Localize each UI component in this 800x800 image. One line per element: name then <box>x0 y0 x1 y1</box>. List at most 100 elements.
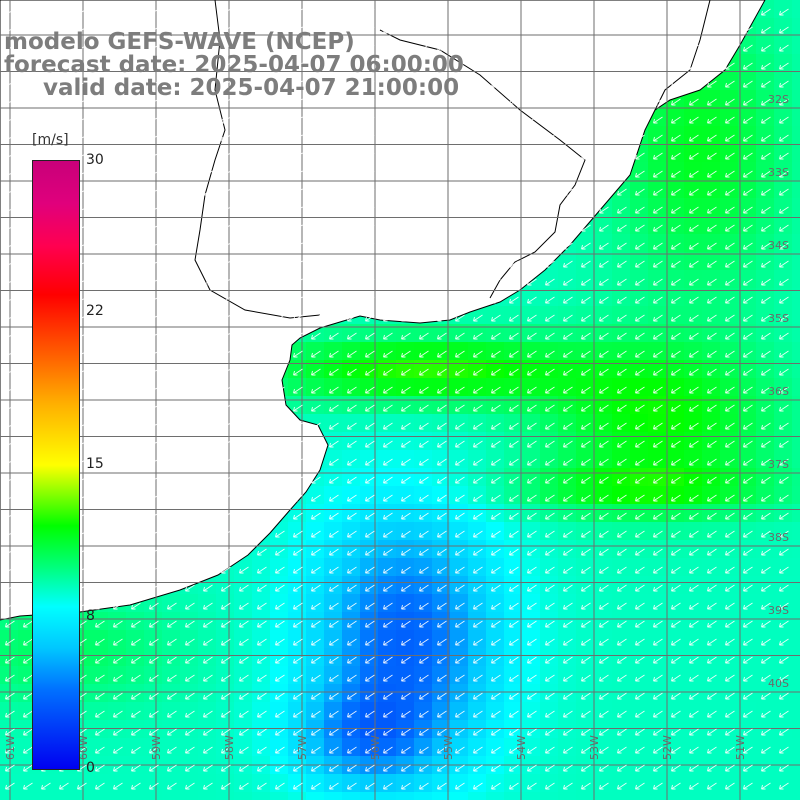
wind-cell <box>360 360 379 379</box>
wind-arrow <box>563 746 573 754</box>
wind-arrow <box>689 242 699 250</box>
wind-cell <box>738 288 757 307</box>
wind-arrow <box>653 404 663 412</box>
wind-cell <box>702 144 721 163</box>
wind-cell <box>648 666 667 685</box>
wind-arrow <box>23 566 33 574</box>
wind-cell <box>684 540 703 559</box>
wind-cell <box>774 738 793 757</box>
wind-arrow <box>437 152 447 160</box>
wind-arrow <box>203 494 213 502</box>
wind-arrow <box>761 26 771 34</box>
wind-arrow <box>293 602 303 610</box>
wind-cell <box>594 468 613 487</box>
wind-arrow <box>761 638 771 646</box>
wind-arrow <box>77 98 87 106</box>
wind-cell <box>180 774 199 793</box>
wind-cell <box>684 414 703 433</box>
wind-arrow <box>491 134 501 142</box>
wind-cell <box>396 576 415 595</box>
wind-arrow <box>113 188 123 196</box>
wind-cell <box>360 612 379 631</box>
wind-arrow <box>257 404 267 412</box>
wind-arrow <box>275 782 285 790</box>
wind-arrow <box>5 134 15 142</box>
wind-arrow <box>509 350 519 358</box>
wind-arrow <box>383 332 393 340</box>
wind-arrow <box>239 278 249 286</box>
wind-cell <box>486 486 505 505</box>
wind-arrow <box>563 44 573 52</box>
wind-arrow <box>113 764 123 772</box>
wind-arrow <box>527 404 537 412</box>
wind-arrow <box>491 566 501 574</box>
wind-arrow <box>401 530 411 538</box>
wind-arrow <box>527 62 537 70</box>
wind-cell <box>792 558 800 577</box>
wind-arrow <box>221 566 231 574</box>
wind-cell <box>486 414 505 433</box>
wind-cell <box>594 558 613 577</box>
wind-arrow <box>239 674 249 682</box>
wind-cell <box>432 702 451 721</box>
wind-cell <box>774 504 793 523</box>
wind-arrow <box>257 8 267 16</box>
wind-arrow <box>527 746 537 754</box>
wind-cell <box>432 774 451 793</box>
wind-arrow <box>725 656 735 664</box>
wind-arrow <box>599 368 609 376</box>
wind-cell <box>702 594 721 613</box>
wind-arrow <box>383 530 393 538</box>
wind-arrow <box>635 26 645 34</box>
wind-arrow <box>779 152 789 160</box>
wind-arrow <box>131 278 141 286</box>
wind-arrow <box>185 98 195 106</box>
wind-arrow <box>707 350 717 358</box>
wind-arrow <box>689 224 699 232</box>
wind-cell <box>756 180 775 199</box>
wind-arrow <box>599 638 609 646</box>
wind-cell <box>396 360 415 379</box>
wind-arrow <box>23 512 33 520</box>
wind-arrow <box>491 152 501 160</box>
wind-arrow <box>23 710 33 718</box>
wind-arrow <box>473 620 483 628</box>
wind-arrow <box>581 224 591 232</box>
wind-arrow <box>725 638 735 646</box>
wind-arrow <box>653 584 663 592</box>
wind-arrow <box>707 512 717 520</box>
wind-arrow <box>275 80 285 88</box>
wind-arrow <box>293 278 303 286</box>
wind-cell <box>450 612 469 631</box>
wind-cell <box>450 630 469 649</box>
wind-cell <box>684 612 703 631</box>
wind-cell <box>612 594 631 613</box>
wind-arrow <box>239 260 249 268</box>
wind-cell <box>666 324 685 343</box>
wind-arrow <box>707 548 717 556</box>
wind-arrow <box>563 332 573 340</box>
wind-arrow <box>239 620 249 628</box>
wind-arrow <box>113 278 123 286</box>
wind-cell <box>486 684 505 703</box>
wind-arrow <box>275 98 285 106</box>
wind-arrow <box>239 368 249 376</box>
wind-arrow <box>563 476 573 484</box>
wind-cell <box>612 702 631 721</box>
wind-arrow <box>743 260 753 268</box>
wind-arrow <box>95 620 105 628</box>
wind-arrow <box>689 458 699 466</box>
wind-cell <box>720 216 739 235</box>
wind-arrow <box>563 152 573 160</box>
wind-arrow <box>23 350 33 358</box>
wind-arrow <box>761 710 771 718</box>
wind-arrow <box>257 260 267 268</box>
wind-arrow <box>383 584 393 592</box>
wind-arrow <box>185 260 195 268</box>
wind-arrow <box>617 620 627 628</box>
wind-arrow <box>653 314 663 322</box>
wind-arrow <box>239 44 249 52</box>
wind-arrow <box>635 440 645 448</box>
wind-cell <box>504 558 523 577</box>
wind-arrow <box>599 746 609 754</box>
